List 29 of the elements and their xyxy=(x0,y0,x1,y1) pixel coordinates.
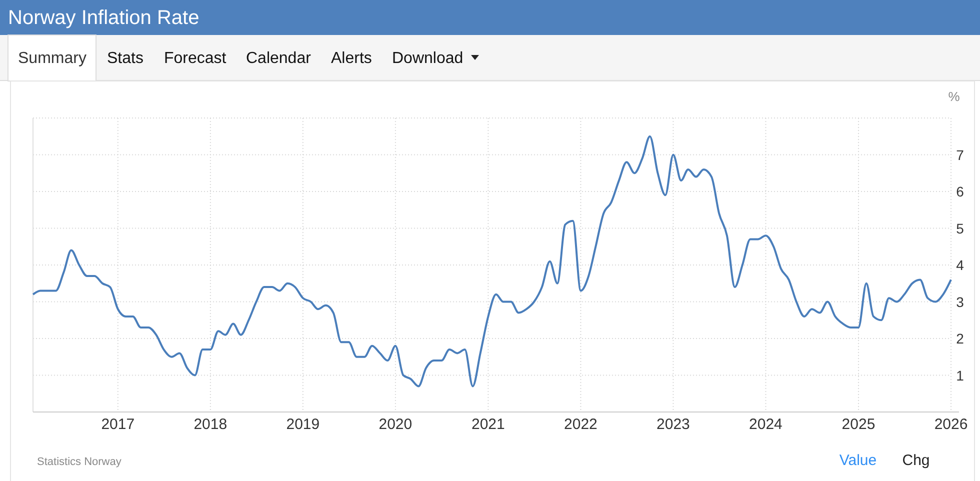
text: Value xyxy=(839,452,877,469)
text: Calendar xyxy=(246,50,312,67)
y-tick-label: 2 xyxy=(956,330,964,346)
text: Alerts xyxy=(331,50,372,67)
text: Download xyxy=(392,50,464,67)
text: Forecast xyxy=(164,50,227,67)
x-tick-label: 2020 xyxy=(378,416,412,433)
y-tick-label: 5 xyxy=(956,220,964,236)
x-tick-label: 2021 xyxy=(472,416,505,433)
y-tick-label: 6 xyxy=(956,184,964,200)
x-tick-label: 2026 xyxy=(934,416,968,433)
y-tick-label: 4 xyxy=(956,257,964,273)
text: Stats xyxy=(107,50,144,67)
chart-title: Norway Inflation Rate xyxy=(8,7,200,29)
x-tick-label: 2019 xyxy=(286,416,320,433)
x-tick-label: 2024 xyxy=(749,416,782,433)
x-tick-label: 2017 xyxy=(101,416,135,433)
text: Statistics Norway xyxy=(37,456,122,468)
text: Chg xyxy=(902,452,930,469)
x-tick-label: 2018 xyxy=(194,416,228,433)
y-axis-title: % xyxy=(948,89,960,104)
y-tick-label: 7 xyxy=(956,146,964,163)
y-tick-label: 1 xyxy=(956,367,964,384)
x-tick-label: 2023 xyxy=(656,416,690,433)
text: Summary xyxy=(18,50,86,67)
x-tick-label: 2022 xyxy=(564,416,598,433)
y-tick-label: 3 xyxy=(956,294,964,310)
x-tick-label: 2025 xyxy=(842,416,876,433)
line-series xyxy=(32,135,952,388)
